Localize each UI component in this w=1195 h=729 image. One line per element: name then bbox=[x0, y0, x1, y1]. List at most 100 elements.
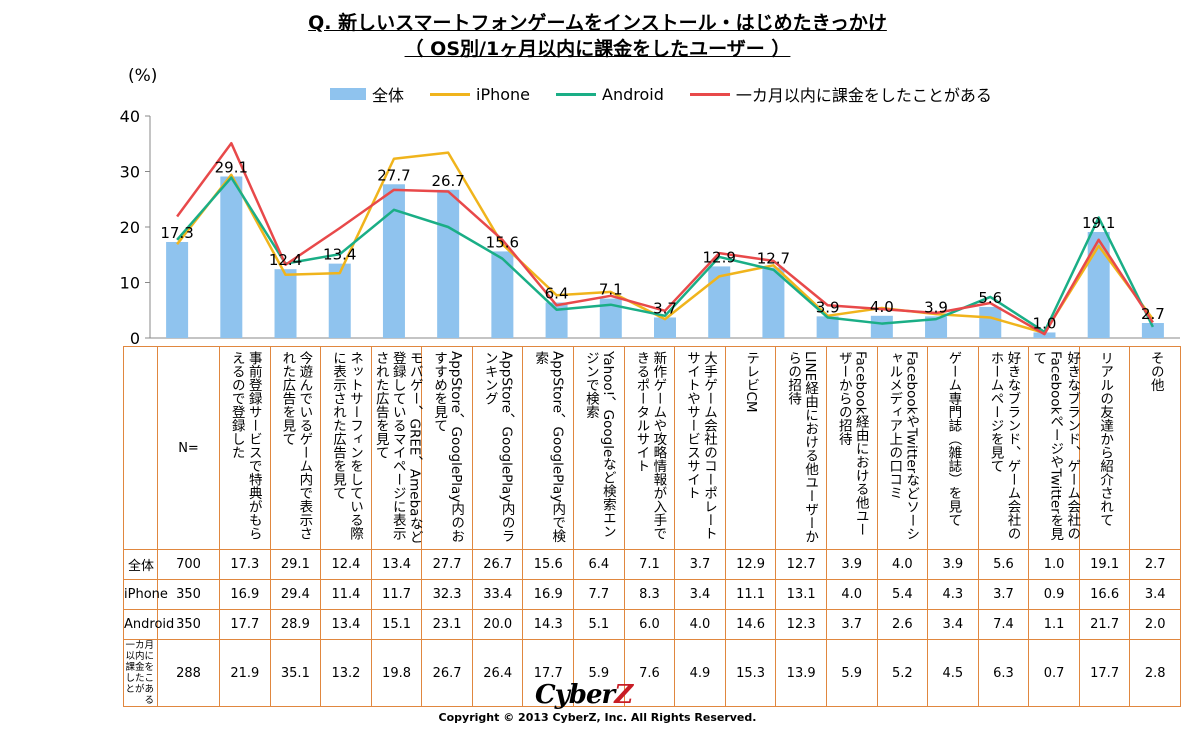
row-n: 288 bbox=[157, 639, 220, 707]
table-cell: 12.9 bbox=[724, 549, 777, 580]
category-label: その他 bbox=[1147, 351, 1164, 392]
table-cell: 3.4 bbox=[674, 579, 726, 610]
legend: 全体 iPhone Android 一カ月以内に課金をしたことがある bbox=[330, 82, 1018, 106]
chart-plot: 0 10 20 30 40 17.3 29.1 12.4 13.4 27.7 26.7 15.6 6.4… bbox=[120, 107, 1180, 348]
y-tick-label: 0 bbox=[130, 329, 140, 348]
category-header: 事前登録サービスで特典がもらえるので登録した bbox=[219, 346, 271, 550]
category-header: Yahoo!、Googleなど検索エンジンで検索 bbox=[573, 346, 625, 550]
category-label: 好きなブランド、ゲーム会社のホームページを見て bbox=[987, 351, 1021, 540]
category-label: 今遊んでいるゲーム内で表示された広告を見て bbox=[279, 351, 313, 540]
legend-label-paid: 一カ月以内に課金をしたことがある bbox=[735, 86, 992, 105]
table-cell: 4.0 bbox=[825, 579, 878, 610]
table-row: iPhone 350 16.9 29.4 11.4 11.7 32.3 33.4 16.9 7.7… bbox=[123, 579, 1181, 610]
table-cell: 4.0 bbox=[674, 609, 726, 640]
category-header: Facebook経由における他ユーザーからの招待 bbox=[825, 346, 878, 550]
category-header: 大手ゲーム会社のコーポレートサイトやサービスサイト bbox=[674, 346, 726, 550]
category-header: 好きなブランド、ゲーム会社のFacebookページやTwitterを見て bbox=[1028, 346, 1080, 550]
bar-all bbox=[545, 302, 568, 338]
table-cell: 35.1 bbox=[269, 639, 322, 707]
bar-all bbox=[762, 267, 785, 338]
category-label: AppStore、GooglePlay内のおすすめを見て bbox=[431, 351, 465, 543]
data-label-all: 13.4 bbox=[323, 246, 356, 264]
table-cell: 26.4 bbox=[471, 639, 524, 707]
table-cell: 14.6 bbox=[724, 609, 777, 640]
category-label: AppStore、GooglePlay内のランキング bbox=[481, 351, 515, 543]
table-cell: 21.7 bbox=[1078, 609, 1131, 640]
table-cell: 17.7 bbox=[219, 609, 271, 640]
bar-all bbox=[491, 251, 514, 338]
table-cell: 3.9 bbox=[927, 549, 979, 580]
table-cell: 27.7 bbox=[421, 549, 473, 580]
data-label-all: 2.7 bbox=[1141, 305, 1165, 323]
bar-all bbox=[654, 317, 676, 338]
category-header: AppStore、GooglePlay内のおすすめを見て bbox=[421, 346, 473, 550]
category-label: Yahoo!、Googleなど検索エンジンで検索 bbox=[582, 351, 616, 539]
table-cell: 4.5 bbox=[927, 639, 979, 707]
cyberz-logo: CyberZ bbox=[535, 680, 633, 710]
y-tick-label: 20 bbox=[120, 218, 140, 237]
data-label-all: 29.1 bbox=[215, 158, 248, 176]
data-table: N= 事前登録サービスで特典がもらえるので登録した 今遊んでいるゲーム内で表示された… bbox=[123, 346, 1181, 707]
table-cell: 0.9 bbox=[1028, 579, 1080, 610]
table-header-row: N= 事前登録サービスで特典がもらえるので登録した 今遊んでいるゲーム内で表示された… bbox=[123, 346, 1181, 550]
category-header: AppStore、GooglePlay内で検索 bbox=[522, 346, 575, 550]
table-cell: 12.7 bbox=[775, 549, 827, 580]
data-label-all: 1.0 bbox=[1033, 314, 1057, 332]
category-header: ゲーム専門誌（雑誌）を見て bbox=[927, 346, 979, 550]
category-header: リアルの友達から紹介されて bbox=[1078, 346, 1131, 550]
bar-all bbox=[274, 269, 297, 338]
table-cell: 3.4 bbox=[927, 609, 979, 640]
table-cell: 11.7 bbox=[370, 579, 423, 610]
category-header: その他 bbox=[1129, 346, 1181, 550]
table-cell: 26.7 bbox=[421, 639, 473, 707]
data-label-all: 3.9 bbox=[924, 298, 948, 316]
bar-all bbox=[437, 189, 460, 338]
table-cell: 19.8 bbox=[370, 639, 423, 707]
legend-label-android: Android bbox=[602, 84, 664, 104]
row-label: 一カ月以内に課金をしたことがある bbox=[123, 639, 158, 707]
table-cell: 4.9 bbox=[674, 639, 726, 707]
table-cell: 3.9 bbox=[825, 549, 878, 580]
line-iphone bbox=[176, 151, 1154, 335]
legend-item-paid: 一カ月以内に課金をしたことがある bbox=[689, 82, 992, 106]
table-cell: 13.4 bbox=[320, 609, 372, 640]
data-label-all: 4.0 bbox=[870, 298, 894, 316]
table-cell: 2.8 bbox=[1129, 639, 1181, 707]
data-label-all: 3.7 bbox=[653, 299, 677, 317]
table-row: Android 350 17.7 28.9 13.4 15.1 23.1 20.0 14.3 5.… bbox=[123, 609, 1181, 640]
table-cell: 14.3 bbox=[522, 609, 575, 640]
table-cell: 6.4 bbox=[573, 549, 625, 580]
category-header: 好きなブランド、ゲーム会社のホームページを見て bbox=[977, 346, 1030, 550]
table-row: 全体 700 17.3 29.1 12.4 13.4 27.7 26.7 15.6 6.4 7.1 3… bbox=[123, 549, 1181, 580]
bar-all bbox=[925, 316, 948, 338]
table-cell: 5.9 bbox=[825, 639, 878, 707]
category-header: 今遊んでいるゲーム内で表示された広告を見て bbox=[269, 346, 322, 550]
bar-all bbox=[979, 306, 1002, 338]
chart-title-line1: Q. 新しいスマートフォンゲームをインストール・はじめたきっかけ bbox=[308, 12, 887, 34]
table-cell: 32.3 bbox=[421, 579, 473, 610]
table-cell: 21.9 bbox=[219, 639, 271, 707]
category-label: 大手ゲーム会社のコーポレートサイトやサービスサイト bbox=[683, 351, 717, 540]
table-cell: 12.4 bbox=[320, 549, 372, 580]
bar-all bbox=[599, 298, 622, 338]
bar-all bbox=[1087, 231, 1110, 338]
data-label-all: 5.6 bbox=[978, 289, 1002, 307]
table-cell: 23.1 bbox=[421, 609, 473, 640]
data-label-all: 7.1 bbox=[599, 281, 623, 299]
category-label: 事前登録サービスで特典がもらえるので登録した bbox=[228, 351, 262, 540]
category-label: リアルの友達から紹介されて bbox=[1097, 351, 1114, 527]
legend-swatch-paid bbox=[689, 92, 730, 96]
table-cell: 4.3 bbox=[927, 579, 979, 610]
table-cell: 5.6 bbox=[977, 549, 1030, 580]
table-cell: 28.9 bbox=[269, 609, 322, 640]
table-cell: 6.0 bbox=[623, 609, 676, 640]
table-cell: 2.0 bbox=[1129, 609, 1181, 640]
legend-swatch-android bbox=[556, 92, 597, 96]
category-label: AppStore、GooglePlay内で検索 bbox=[532, 351, 566, 543]
category-header: FacebookやTwitterなどソーシャルメディア上の口コミ bbox=[876, 346, 929, 550]
table-cell: 4.0 bbox=[876, 549, 929, 580]
table-cell: 5.4 bbox=[876, 579, 929, 610]
table-cell: 15.3 bbox=[724, 639, 777, 707]
table-cell: 17.7 bbox=[522, 639, 575, 707]
table-cell: 3.7 bbox=[977, 579, 1030, 610]
